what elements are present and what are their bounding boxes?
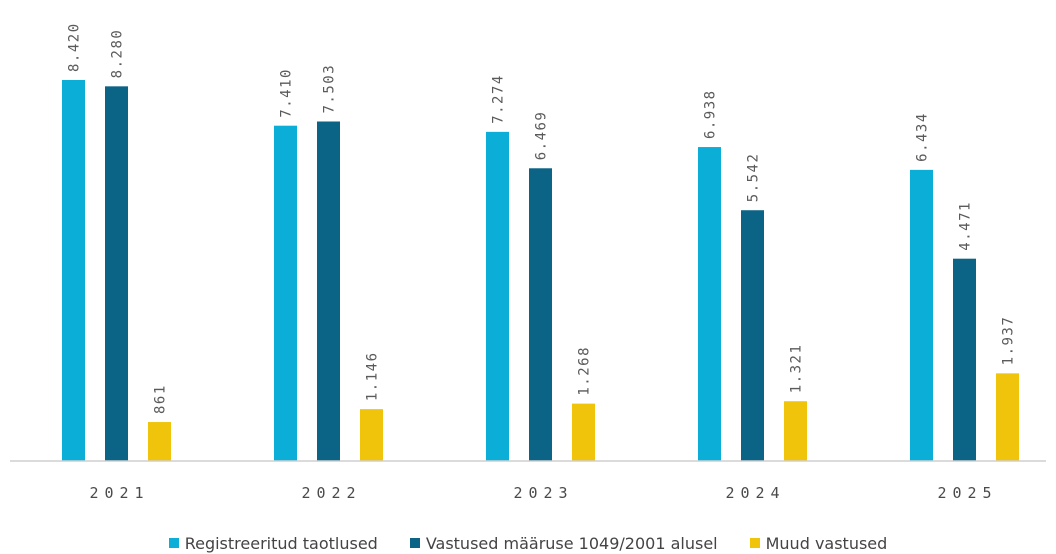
data-label: 1.937 bbox=[1001, 316, 1017, 366]
legend-item: Vastused määruse 1049/2001 alusel bbox=[410, 534, 718, 553]
legend-item: Registreeritud taotlused bbox=[169, 534, 378, 553]
bar-2022-s3 bbox=[360, 409, 383, 461]
legend-swatch bbox=[750, 538, 760, 548]
bar-2023-s2 bbox=[529, 168, 552, 461]
x-tick-label: 2024 bbox=[725, 484, 785, 502]
data-label: 7.274 bbox=[491, 74, 507, 124]
bar-2023-s3 bbox=[572, 404, 595, 461]
data-label: 7.410 bbox=[279, 68, 295, 118]
bar-chart: 8.420 8.280 861 7.410 7.503 1.146 7.274 6.469 1.… bbox=[0, 0, 1056, 532]
bar-2022-s2 bbox=[317, 121, 340, 461]
data-label: 1.268 bbox=[577, 346, 593, 396]
data-label: 1.321 bbox=[789, 344, 805, 394]
legend-swatch bbox=[410, 538, 420, 548]
x-tick-label: 2025 bbox=[937, 484, 997, 502]
bar-2025-s2 bbox=[953, 259, 976, 461]
data-label: 8.280 bbox=[110, 29, 126, 79]
data-label: 8.420 bbox=[67, 22, 83, 72]
legend-label: Registreeritud taotlused bbox=[185, 534, 378, 553]
bar-2024-s1 bbox=[698, 147, 721, 461]
data-label: 6.434 bbox=[915, 112, 931, 162]
data-label: 7.503 bbox=[322, 64, 338, 114]
bar-2024-s3 bbox=[784, 401, 807, 461]
data-label: 6.469 bbox=[534, 111, 550, 161]
data-label: 5.542 bbox=[746, 153, 762, 203]
bar-2024-s2 bbox=[741, 210, 764, 461]
legend-label: Muud vastused bbox=[766, 534, 888, 553]
bar-2021-s1 bbox=[62, 80, 85, 461]
data-label: 861 bbox=[153, 384, 169, 414]
bar-2021-s3 bbox=[148, 422, 171, 461]
bar-2023-s1 bbox=[486, 132, 509, 461]
bar-2025-s3 bbox=[996, 373, 1019, 461]
bar-2021-s2 bbox=[105, 86, 128, 461]
x-tick-label: 2023 bbox=[513, 484, 573, 502]
bar-2022-s1 bbox=[274, 126, 297, 461]
legend-swatch bbox=[169, 538, 179, 548]
bar-2025-s1 bbox=[910, 170, 933, 461]
legend-label: Vastused määruse 1049/2001 alusel bbox=[426, 534, 718, 553]
x-tick-labels-group: 2021 2022 2023 2024 2025 bbox=[89, 484, 997, 502]
data-label: 1.146 bbox=[365, 351, 381, 401]
legend-item: Muud vastused bbox=[750, 534, 888, 553]
x-tick-label: 2022 bbox=[301, 484, 361, 502]
x-tick-label: 2021 bbox=[89, 484, 149, 502]
legend: Registreeritud taotlused Vastused määrus… bbox=[0, 532, 1056, 554]
data-label: 4.471 bbox=[958, 201, 974, 251]
data-label: 6.938 bbox=[703, 89, 719, 139]
